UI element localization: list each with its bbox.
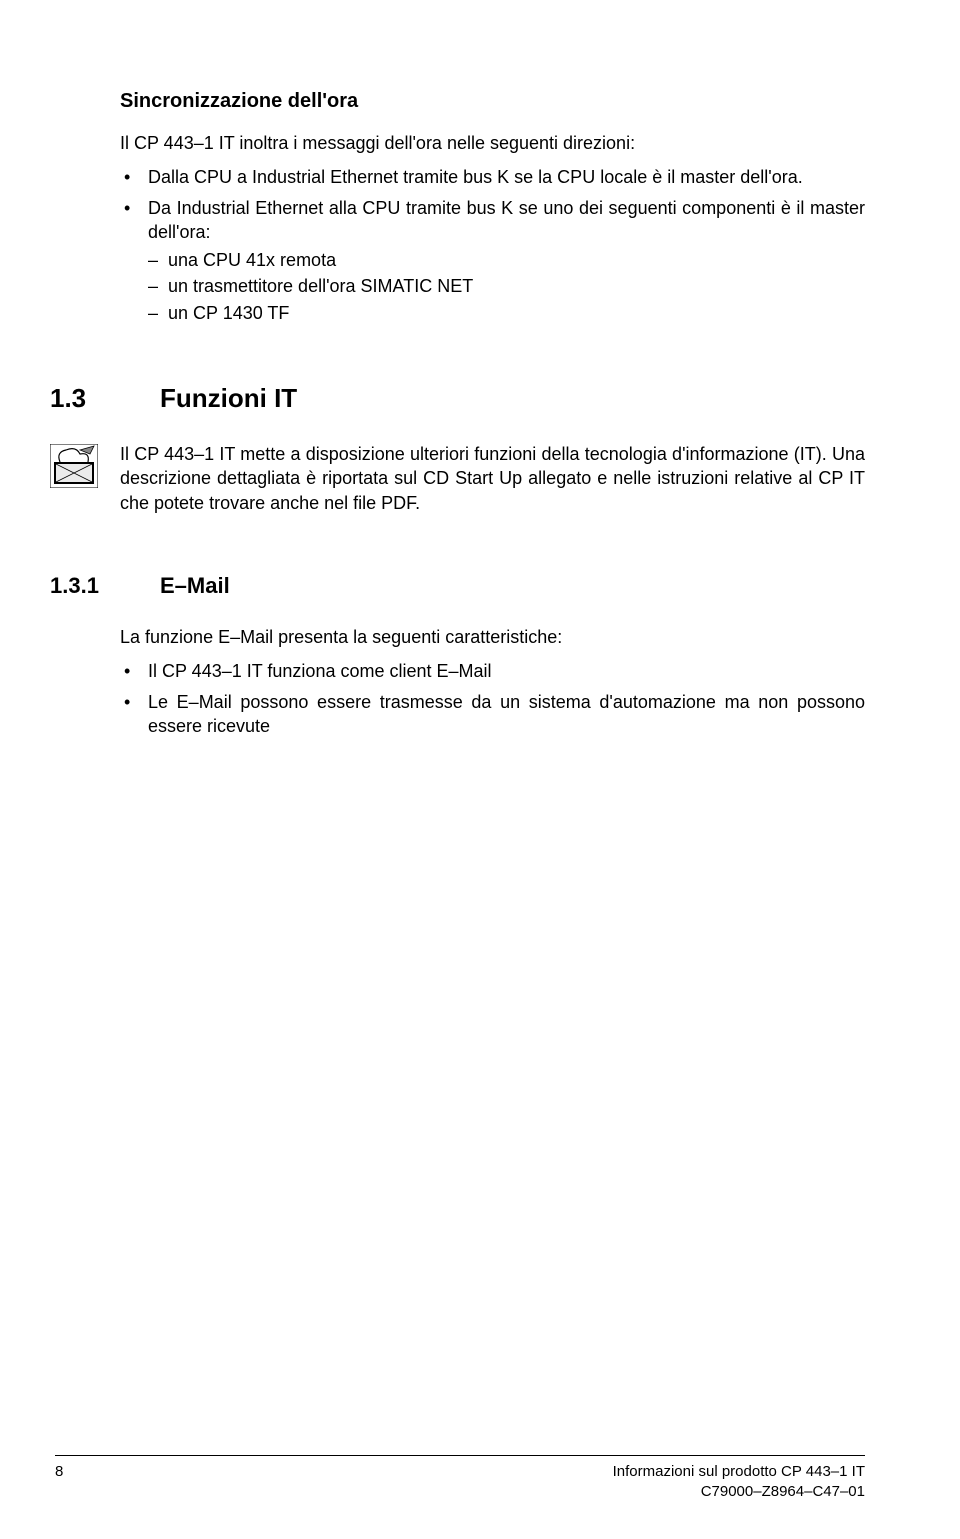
sub-item: un trasmettitore dell'ora SIMATIC NET <box>148 274 865 298</box>
list-item: Da Industrial Ethernet alla CPU tramite … <box>120 196 865 325</box>
section-email: La funzione E–Mail presenta la seguenti … <box>120 625 865 738</box>
list-item: Le E–Mail possono essere trasmesse da un… <box>120 690 865 739</box>
note-block: Il CP 443–1 IT mette a disposizione ulte… <box>50 442 865 515</box>
sub-item: una CPU 41x remota <box>148 248 865 272</box>
heading-number: 1.3.1 <box>50 573 160 599</box>
bullet-list: Dalla CPU a Industrial Ethernet tramite … <box>120 165 865 325</box>
page-number: 8 <box>55 1462 63 1501</box>
sub-item: un CP 1430 TF <box>148 301 865 325</box>
para-1-3: Il CP 443–1 IT mette a disposizione ulte… <box>120 442 865 515</box>
bullet-text: Dalla CPU a Industrial Ethernet tramite … <box>148 167 803 187</box>
intro-text: Il CP 443–1 IT inoltra i messaggi dell'o… <box>120 131 865 155</box>
footer-right: Informazioni sul prodotto CP 443–1 IT C7… <box>613 1462 865 1501</box>
heading-1-3: 1.3 Funzioni IT <box>50 383 865 414</box>
note-icon <box>50 444 98 488</box>
page-footer: 8 Informazioni sul prodotto CP 443–1 IT … <box>55 1455 865 1501</box>
sub-list: una CPU 41x remota un trasmettitore dell… <box>148 248 865 325</box>
heading-1-3-1: 1.3.1 E–Mail <box>50 573 865 599</box>
section-title: Sincronizzazione dell'ora <box>120 90 865 113</box>
heading-text: Funzioni IT <box>160 383 297 414</box>
bullet-list: Il CP 443–1 IT funziona come client E–Ma… <box>120 659 865 738</box>
section-sync: Sincronizzazione dell'ora Il CP 443–1 IT… <box>120 90 865 325</box>
list-item: Il CP 443–1 IT funziona come client E–Ma… <box>120 659 865 683</box>
heading-text: E–Mail <box>160 573 230 599</box>
footer-line-1: Informazioni sul prodotto CP 443–1 IT <box>613 1462 865 1482</box>
list-item: Dalla CPU a Industrial Ethernet tramite … <box>120 165 865 189</box>
intro-text: La funzione E–Mail presenta la seguenti … <box>120 625 865 649</box>
bullet-text: Da Industrial Ethernet alla CPU tramite … <box>148 198 865 242</box>
heading-number: 1.3 <box>50 383 160 414</box>
footer-line-2: C79000–Z8964–C47–01 <box>613 1482 865 1502</box>
